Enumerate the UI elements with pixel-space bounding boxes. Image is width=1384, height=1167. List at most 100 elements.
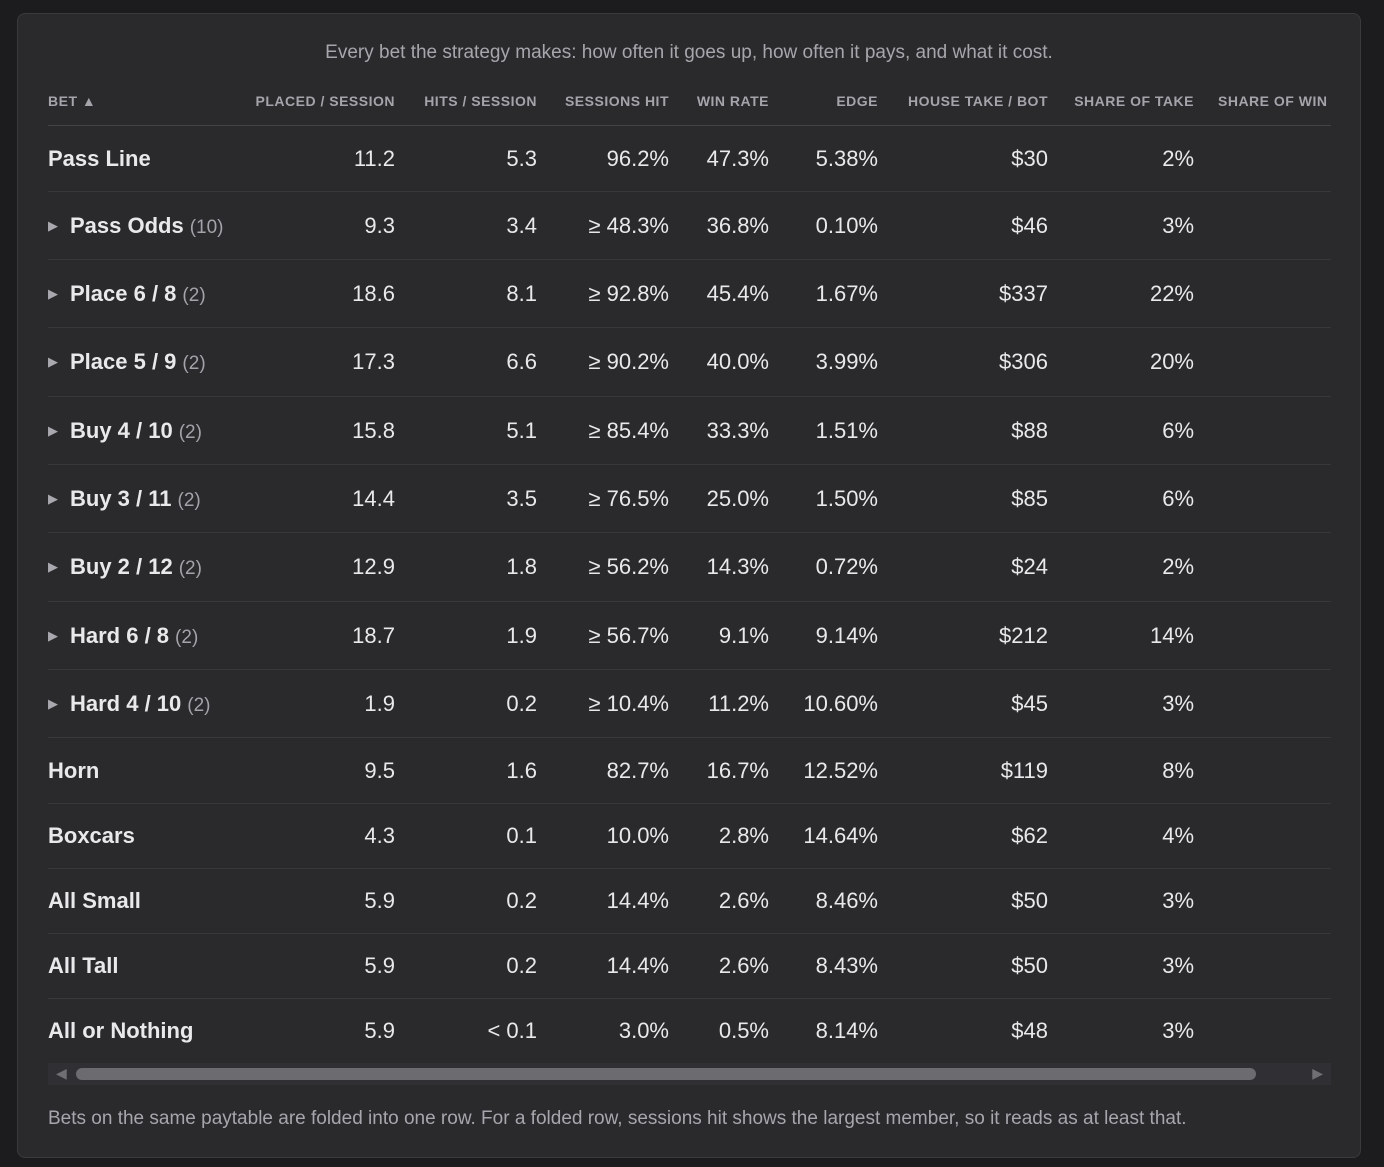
edge-cell: 8.46% [815, 888, 878, 913]
edge-cell: 0.72% [815, 554, 878, 579]
bet-name-cell[interactable]: ▶ Hard 4 / 10 (2) [48, 691, 211, 717]
house-take-cell: $88 [1011, 417, 1048, 443]
header-placed[interactable]: PLACED / SESSION [255, 93, 395, 109]
placed-cell: 15.8 [352, 417, 395, 443]
house-take-cell: $48 [1011, 1018, 1048, 1043]
bet-stats-panel: Every bet the strategy makes: how often … [17, 13, 1361, 1158]
sessions-hit-cell: ≥ 76.5% [588, 485, 669, 511]
share-take-cell: 6% [1162, 417, 1194, 443]
bet-name: Place 6 / 8 [70, 280, 177, 306]
edge-cell: 10.60% [803, 690, 878, 716]
bet-name-cell[interactable]: ▶ Place 6 / 8 (2) [48, 281, 206, 307]
member-count: (10) [189, 216, 224, 238]
bet-name: Buy 4 / 10 [70, 417, 173, 443]
hits-cell: 5.3 [506, 145, 537, 171]
table-row: Pass Line 11.2 5.3 96.2% 47.3% 5.38% $30 2% [48, 126, 1331, 192]
share-take-cell: 4% [1162, 823, 1194, 848]
bet-name: Buy 3 / 11 [70, 485, 172, 511]
expand-row-icon[interactable]: ▶ [48, 627, 58, 643]
bet-name-cell[interactable]: ▶ Buy 3 / 11 (2) [48, 486, 201, 512]
placed-cell: 12.9 [352, 554, 395, 579]
hits-cell: 3.4 [506, 212, 537, 238]
header-share-win[interactable]: SHARE OF WIN [1218, 93, 1328, 109]
hits-cell: 5.1 [506, 417, 537, 443]
table-row[interactable]: ▶ Buy 2 / 12 (2) 12.9 1.8 ≥ 56.2% 14.3% 0.72% $2… [48, 533, 1331, 602]
scroll-left-icon[interactable]: ◀ [56, 1065, 67, 1081]
bet-name: Buy 2 / 12 [70, 554, 173, 579]
edge-cell: 8.43% [815, 953, 878, 978]
header-win-rate[interactable]: WIN RATE [696, 93, 769, 109]
house-take-cell: $50 [1011, 953, 1048, 978]
expand-row-icon[interactable]: ▶ [48, 354, 58, 369]
edge-cell: 5.38% [815, 145, 878, 171]
header-sessions-hit[interactable]: SESSIONS HIT [564, 93, 669, 109]
header-bet[interactable]: BET ▲ [48, 93, 97, 109]
expand-row-icon[interactable]: ▶ [48, 559, 58, 574]
bet-name: Boxcars [48, 823, 135, 848]
bet-name-cell: Boxcars [48, 823, 135, 849]
bet-name: Pass Line [48, 145, 151, 171]
table-row[interactable]: ▶ Buy 3 / 11 (2) 14.4 3.5 ≥ 76.5% 25.0% 1.50% $8… [48, 465, 1331, 533]
horizontal-scrollbar[interactable]: ◀ ▶ [48, 1063, 1331, 1085]
placed-cell: 5.9 [364, 888, 395, 913]
sessions-hit-cell: 96.2% [606, 145, 669, 171]
expand-row-icon[interactable]: ▶ [48, 285, 58, 301]
bet-name-cell[interactable]: ▶ Pass Odds (10) [48, 213, 224, 239]
edge-cell: 3.99% [815, 349, 878, 374]
header-edge[interactable]: EDGE [836, 93, 878, 109]
table-row[interactable]: ▶ Pass Odds (10) 9.3 3.4 ≥ 48.3% 36.8% 0.10% $46… [48, 192, 1331, 260]
header-hits[interactable]: HITS / SESSION [424, 93, 537, 109]
bet-name-cell[interactable]: ▶ Place 5 / 9 (2) [48, 349, 206, 375]
table-row: Boxcars 4.3 0.1 10.0% 2.8% 14.64% $62 4% [48, 804, 1331, 869]
win-rate-cell: 25.0% [706, 485, 769, 511]
table-caption: Every bet the strategy makes: how often … [325, 42, 1053, 63]
share-take-cell: 3% [1162, 212, 1194, 238]
share-take-cell: 3% [1162, 1018, 1194, 1043]
share-take-cell: 3% [1162, 953, 1194, 978]
hits-cell: < 0.1 [487, 1018, 537, 1043]
member-count: (2) [175, 626, 199, 648]
bet-name-cell: Pass Line [48, 146, 151, 172]
win-rate-cell: 47.3% [706, 145, 769, 171]
expand-row-icon[interactable]: ▶ [48, 422, 58, 438]
hits-cell: 0.2 [506, 888, 537, 913]
table-row[interactable]: ▶ Buy 4 / 10 (2) 15.8 5.1 ≥ 85.4% 33.3% 1.51% $8… [48, 397, 1331, 465]
house-take-cell: $46 [1011, 212, 1048, 238]
bet-name-cell: All Small [48, 888, 141, 914]
expand-row-icon[interactable]: ▶ [48, 490, 58, 506]
table-row[interactable]: ▶ Place 5 / 9 (2) 17.3 6.6 ≥ 90.2% 40.0% 3.99% $… [48, 328, 1331, 397]
bet-name: Horn [48, 757, 100, 783]
bet-name-cell[interactable]: ▶ Buy 4 / 10 (2) [48, 418, 202, 444]
bet-name-cell[interactable]: ▶ Buy 2 / 12 (2) [48, 554, 202, 580]
table-row[interactable]: ▶ Place 6 / 8 (2) 18.6 8.1 ≥ 92.8% 45.4% 1.67% $… [48, 260, 1331, 328]
scroll-right-icon[interactable]: ▶ [1312, 1065, 1323, 1081]
placed-cell: 11.2 [353, 145, 395, 171]
table-row[interactable]: ▶ Hard 6 / 8 (2) 18.7 1.9 ≥ 56.7% 9.1% 9.14% $21… [48, 602, 1331, 670]
edge-cell: 8.14% [815, 1018, 878, 1043]
placed-cell: 9.5 [364, 757, 395, 783]
win-rate-cell: 40.0% [706, 349, 769, 374]
bet-name-cell: All Tall [48, 953, 119, 979]
header-share-take[interactable]: SHARE OF TAKE [1074, 93, 1194, 109]
house-take-cell: $45 [1011, 690, 1048, 716]
table-row[interactable]: ▶ Hard 4 / 10 (2) 1.9 0.2 ≥ 10.4% 11.2% 10.60% $… [48, 670, 1331, 738]
sessions-hit-cell: ≥ 10.4% [588, 690, 669, 716]
bet-name-cell[interactable]: ▶ Hard 6 / 8 (2) [48, 623, 198, 649]
bet-table: BET ▲ PLACED / SESSION HITS / SESSION SE… [48, 84, 1331, 1064]
expand-row-icon[interactable]: ▶ [48, 217, 58, 233]
scrollbar-thumb[interactable] [76, 1068, 1256, 1080]
header-house-take[interactable]: HOUSE TAKE / BOT [908, 93, 1048, 109]
edge-cell: 0.10% [815, 212, 878, 238]
expand-row-icon[interactable]: ▶ [48, 695, 58, 711]
house-take-cell: $306 [999, 349, 1048, 374]
share-take-cell: 2% [1162, 145, 1194, 171]
house-take-cell: $337 [999, 280, 1048, 306]
house-take-cell: $50 [1011, 888, 1048, 913]
bet-name-cell: Horn [48, 758, 99, 784]
sessions-hit-cell: ≥ 48.3% [588, 212, 669, 238]
hits-cell: 1.8 [506, 554, 537, 579]
win-rate-cell: 11.2% [708, 690, 769, 716]
sessions-hit-cell: 82.7% [606, 757, 669, 783]
placed-cell: 1.9 [364, 690, 395, 716]
win-rate-cell: 2.6% [718, 888, 769, 913]
